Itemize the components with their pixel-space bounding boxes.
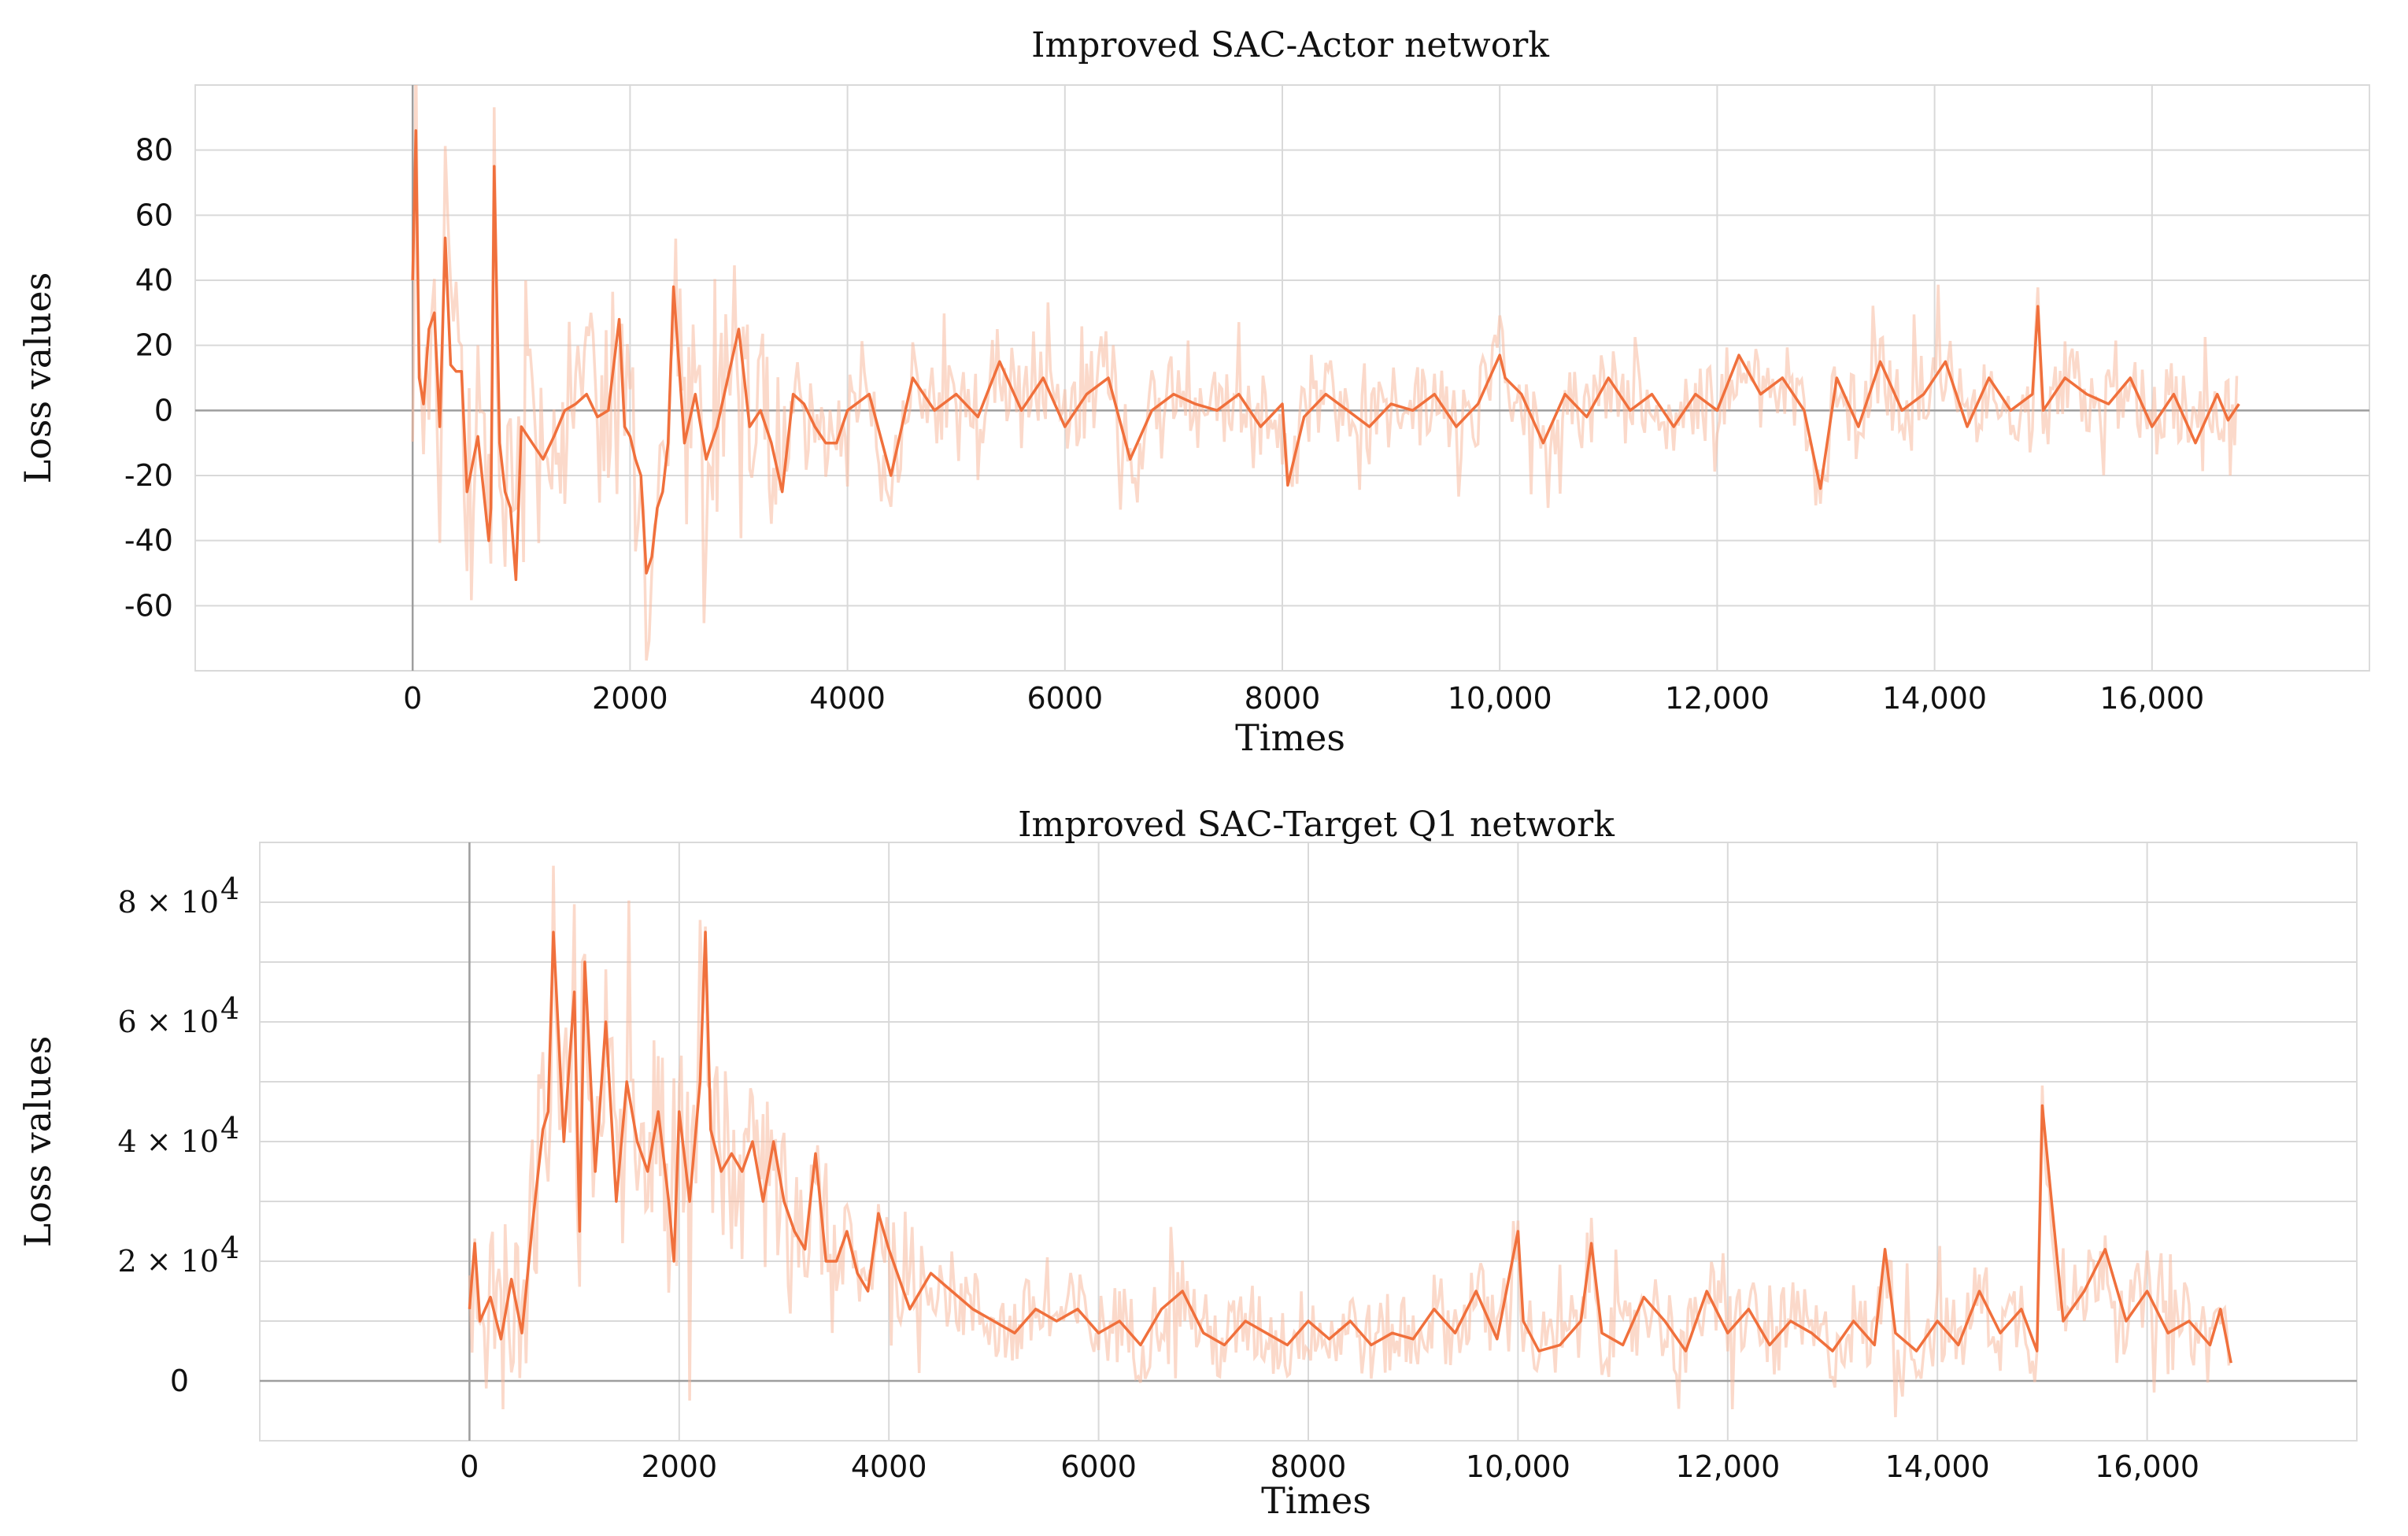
raw-loss-trace: [411, 85, 2239, 661]
x-tick-label: 0: [460, 1449, 479, 1484]
x-tick-label: 4000: [809, 681, 886, 716]
y-tick-label: -60: [124, 588, 173, 623]
y-tick-label: -40: [124, 524, 173, 558]
smoothed-loss-line: [411, 129, 2240, 582]
raw-loss-trace: [468, 865, 2231, 1418]
x-tick-label: 2000: [592, 681, 668, 716]
y-tick-exponent: 4: [220, 991, 239, 1026]
y-tick-label: 6 × 10: [117, 1005, 219, 1039]
x-tick-label: 16,000: [2095, 1449, 2199, 1484]
y-tick-exponent: 4: [220, 1111, 239, 1146]
x-tick-label: 10,000: [1448, 681, 1552, 716]
y-tick-label: 8 × 10: [117, 885, 219, 920]
x-tick-label: 12,000: [1675, 1449, 1780, 1484]
y-tick-label: 4 × 10: [117, 1124, 219, 1159]
x-tick-label: 16,000: [2099, 681, 2204, 716]
x-tick-label: 14,000: [1882, 681, 1987, 716]
x-tick-label: 6000: [1026, 681, 1103, 716]
y-tick-label: 0: [154, 393, 173, 427]
x-tick-label: 8000: [1245, 681, 1321, 716]
y-tick-label: 2 × 10: [117, 1244, 219, 1279]
smoothed-loss-line: [468, 931, 2232, 1364]
y-tick-label: -20: [124, 458, 173, 493]
x-tick-label: 14,000: [1885, 1449, 1990, 1484]
x-tick-label: 12,000: [1665, 681, 1770, 716]
y-tick-exponent: 4: [220, 872, 239, 906]
x-tick-label: 8000: [1271, 1449, 1347, 1484]
x-tick-label: 6000: [1060, 1449, 1137, 1484]
y-tick-label: 40: [135, 263, 173, 298]
chart-1: 0 2000 4000 6000 8000 10,000 12,000 14,000 16,00…: [17, 25, 2370, 759]
x-tick-label: 0: [403, 681, 422, 716]
y-tick-label: 20: [135, 328, 173, 363]
y-tick-label: 60: [135, 198, 173, 232]
x-axis-label: Times: [1261, 1479, 1371, 1522]
x-tick-label: 10,000: [1466, 1449, 1570, 1484]
x-tick-label: 2000: [641, 1449, 717, 1484]
chart-title: Improved SAC-Actor network: [1031, 25, 1549, 65]
y-tick-exponent: 4: [220, 1231, 239, 1265]
x-tick-label: 4000: [851, 1449, 927, 1484]
x-axis-label: Times: [1235, 716, 1345, 759]
y-axis-label: Loss values: [17, 1036, 59, 1248]
y-tick-label: 80: [135, 133, 173, 168]
chart-2: 0 2000 4000 6000 8000 10,000 12,000 14,000 16,00…: [17, 805, 2358, 1522]
y-tick-label: 0: [170, 1364, 189, 1398]
chart-title: Improved SAC-Target Q1 network: [1018, 805, 1615, 845]
y-axis-label: Loss values: [17, 272, 59, 484]
